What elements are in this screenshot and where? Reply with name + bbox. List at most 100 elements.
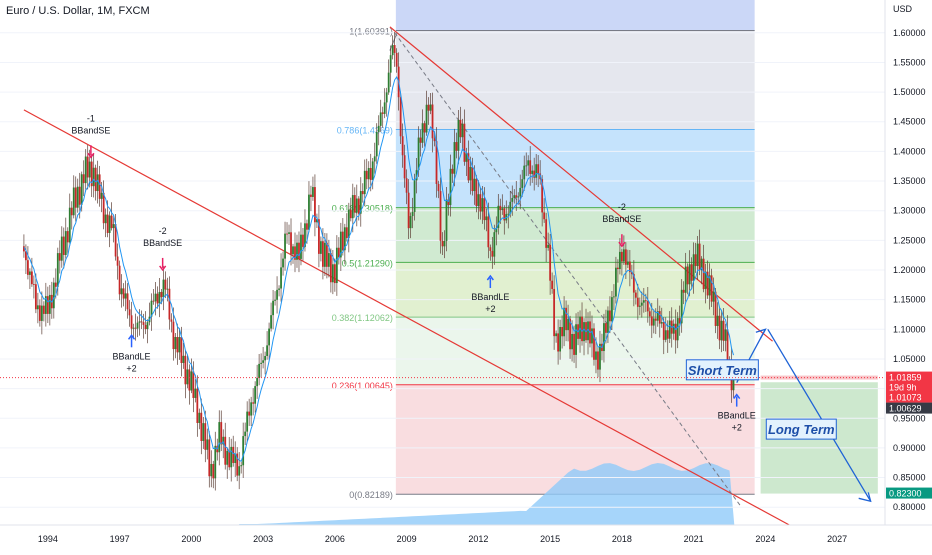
candle-body xyxy=(228,450,231,468)
price-badge-text: 1.00629 xyxy=(889,404,922,414)
fib-zone xyxy=(395,262,755,318)
candle-body xyxy=(475,178,478,206)
candle-body xyxy=(174,337,177,350)
candle-body xyxy=(150,300,153,317)
candle-body xyxy=(501,208,504,211)
candle-body xyxy=(453,142,456,174)
signal-arrow-head xyxy=(87,152,95,159)
candle-body xyxy=(634,292,637,298)
candle-body xyxy=(497,205,500,228)
candle-body xyxy=(628,261,631,273)
candle-body xyxy=(636,297,639,307)
candle-body xyxy=(66,231,69,243)
candle-body xyxy=(142,322,145,325)
annotation-label: Long Term xyxy=(768,422,835,437)
candle-body xyxy=(455,142,458,151)
candle-body xyxy=(371,161,374,180)
candle-body xyxy=(465,153,468,162)
candle-body xyxy=(92,167,95,187)
candle-body xyxy=(543,212,546,220)
candle-body xyxy=(459,119,462,138)
candle-body xyxy=(622,249,625,262)
x-tick-label: 2000 xyxy=(181,534,201,544)
candle-body xyxy=(329,253,332,283)
candle-body xyxy=(391,45,394,56)
candle-body xyxy=(557,333,560,352)
candle-body xyxy=(720,320,723,341)
candle-body xyxy=(218,422,221,453)
candle-body xyxy=(276,289,278,300)
candle-body xyxy=(567,318,569,331)
candle-body xyxy=(605,323,607,333)
candle-body xyxy=(124,293,127,299)
currency-label: USD xyxy=(893,4,913,14)
candle-body xyxy=(507,213,510,215)
y-tick-label: 1.05000 xyxy=(893,354,926,364)
candle-body xyxy=(310,194,312,197)
candle-body xyxy=(611,297,613,322)
candle-body xyxy=(648,311,651,317)
candle-body xyxy=(373,156,376,162)
candle-body xyxy=(595,351,597,360)
candle-body xyxy=(573,333,575,355)
candle-body xyxy=(447,199,450,206)
candle-body xyxy=(74,187,77,208)
candle-body xyxy=(563,307,565,337)
signal-label: +2 xyxy=(485,304,495,314)
fib-level-label: 0.236(1.00645) xyxy=(332,381,393,391)
candle-body xyxy=(288,232,290,234)
candle-body xyxy=(642,300,645,303)
fib-level-label: 0.382(1.12062) xyxy=(332,313,393,323)
candle-body xyxy=(654,318,657,321)
candle-body xyxy=(511,197,514,202)
candle-body xyxy=(140,321,143,323)
candle-body xyxy=(28,271,31,275)
candle-body xyxy=(413,180,416,212)
candle-body xyxy=(194,388,197,398)
candle-body xyxy=(662,322,665,340)
candle-body xyxy=(613,296,615,298)
x-tick-label: 2024 xyxy=(755,534,775,544)
candle-body xyxy=(132,327,135,329)
candle-body xyxy=(529,160,532,174)
candle-body xyxy=(164,279,167,290)
candle-body xyxy=(208,439,211,477)
candle-body xyxy=(549,244,552,281)
candle-body xyxy=(120,288,123,295)
candle-body xyxy=(254,386,257,404)
candle-body xyxy=(262,360,265,363)
fib-top-zone xyxy=(395,0,755,31)
candle-body xyxy=(650,316,653,326)
candle-body xyxy=(339,231,342,258)
candle-body xyxy=(146,322,149,330)
candle-body xyxy=(487,216,490,248)
y-tick-label: 1.60000 xyxy=(893,28,926,38)
candle-body xyxy=(351,195,354,219)
candle-body xyxy=(664,330,667,340)
candle-body xyxy=(559,327,562,352)
candle-body xyxy=(660,322,663,324)
candle-body xyxy=(134,327,137,329)
candle-body xyxy=(690,264,693,281)
candle-body xyxy=(547,244,550,248)
candle-body xyxy=(320,241,322,254)
candle-body xyxy=(44,296,47,314)
candle-body xyxy=(246,411,249,432)
candle-body xyxy=(331,264,334,283)
x-tick-label: 1997 xyxy=(110,534,130,544)
price-badge xyxy=(886,371,932,383)
signal-arrow-head xyxy=(486,274,494,281)
candle-body xyxy=(393,45,396,53)
candle-body xyxy=(551,280,554,289)
x-tick-label: 2009 xyxy=(397,534,417,544)
candle-body xyxy=(25,251,27,261)
candle-body xyxy=(86,156,89,178)
candle-body xyxy=(491,250,494,257)
candle-body xyxy=(692,254,695,281)
candle-body xyxy=(52,282,55,309)
candle-body xyxy=(290,232,292,255)
candle-body xyxy=(230,446,233,468)
candle-body xyxy=(341,231,344,251)
candle-body xyxy=(304,223,306,247)
candle-body xyxy=(443,240,446,247)
